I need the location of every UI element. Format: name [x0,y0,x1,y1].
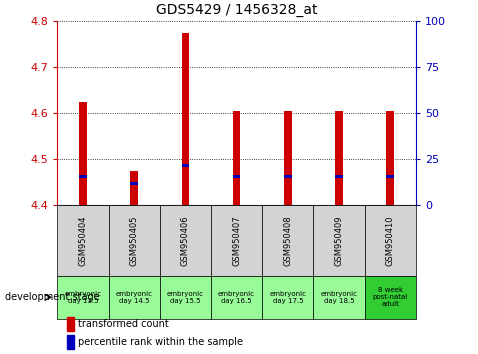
Text: GSM950409: GSM950409 [335,216,344,266]
Text: embryonic
day 16.5: embryonic day 16.5 [218,291,255,304]
Text: embryonic
day 15.5: embryonic day 15.5 [167,291,204,304]
Bar [233,175,240,178]
Bar [182,33,189,205]
Text: transformed count: transformed count [78,319,169,329]
Text: development stage: development stage [5,292,99,302]
Text: GSM950407: GSM950407 [232,215,241,266]
Text: GSM950406: GSM950406 [181,215,190,266]
Bar [284,175,292,178]
Text: embryonic
day 17.5: embryonic day 17.5 [269,291,306,304]
Text: embryonic
day 13.5: embryonic day 13.5 [65,291,101,304]
Text: embryonic
day 18.5: embryonic day 18.5 [321,291,358,304]
Bar [130,182,138,185]
Bar [386,175,394,178]
Bar [182,164,189,167]
Bar [130,171,138,205]
Bar [386,111,394,205]
Bar [335,175,343,178]
Bar [79,102,87,205]
Text: embryonic
day 14.5: embryonic day 14.5 [116,291,152,304]
Bar [233,111,240,205]
Text: percentile rank within the sample: percentile rank within the sample [78,337,243,347]
Bar [335,111,343,205]
Text: GSM950410: GSM950410 [386,216,395,266]
Text: GSM950404: GSM950404 [78,216,87,266]
Text: GSM950408: GSM950408 [283,215,293,266]
Text: GSM950405: GSM950405 [130,216,139,266]
Title: GDS5429 / 1456328_at: GDS5429 / 1456328_at [156,4,317,17]
Bar [79,175,87,178]
Text: 8 week
post-natal
adult: 8 week post-natal adult [373,287,408,307]
Bar [284,111,292,205]
